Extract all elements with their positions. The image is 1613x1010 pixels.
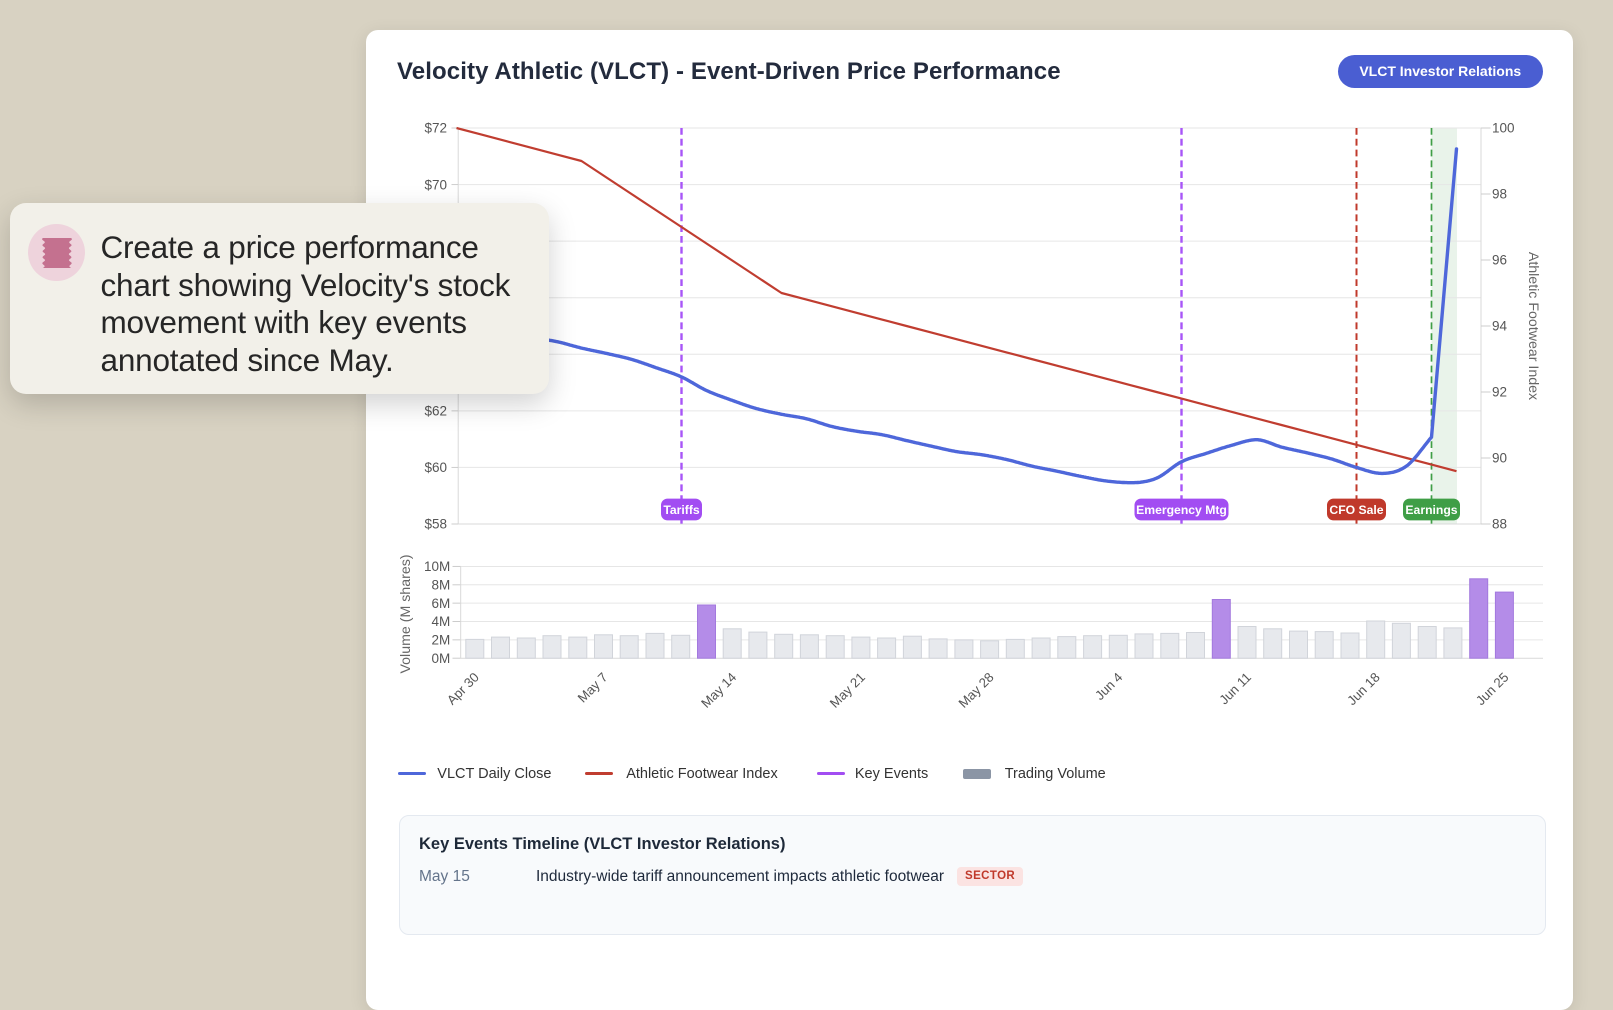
svg-text:Volume (M shares): Volume (M shares) (398, 554, 414, 673)
svg-text:10M: 10M (424, 559, 450, 574)
svg-text:$60: $60 (424, 460, 447, 475)
svg-text:Jun 25: Jun 25 (1473, 670, 1512, 709)
svg-text:92: 92 (1492, 385, 1507, 400)
svg-text:4M: 4M (432, 614, 451, 629)
svg-text:2M: 2M (432, 633, 451, 648)
svg-text:94: 94 (1492, 319, 1508, 334)
svg-text:$62: $62 (424, 404, 447, 419)
svg-text:90: 90 (1492, 451, 1507, 466)
svg-text:$70: $70 (424, 177, 447, 192)
svg-text:6M: 6M (432, 596, 451, 611)
svg-text:May 14: May 14 (698, 670, 739, 711)
svg-text:$72: $72 (424, 121, 447, 136)
svg-text:$58: $58 (424, 517, 447, 532)
svg-text:0M: 0M (432, 651, 451, 666)
svg-text:88: 88 (1492, 517, 1507, 532)
svg-text:May 28: May 28 (956, 670, 997, 711)
svg-text:100: 100 (1492, 121, 1515, 136)
svg-text:Tariffs: Tariffs (663, 503, 700, 517)
svg-text:CFO Sale: CFO Sale (1329, 503, 1383, 517)
svg-text:Jun 4: Jun 4 (1092, 670, 1125, 703)
svg-text:98: 98 (1492, 187, 1507, 202)
svg-text:Emergency Mtg: Emergency Mtg (1136, 503, 1227, 517)
svg-text:Jun 11: Jun 11 (1216, 670, 1254, 708)
svg-text:Athletic Footwear Index: Athletic Footwear Index (1525, 252, 1541, 400)
svg-text:8M: 8M (432, 578, 451, 593)
svg-text:Jun 18: Jun 18 (1344, 670, 1383, 709)
svg-text:May 21: May 21 (827, 670, 868, 711)
svg-text:Earnings: Earnings (1405, 503, 1457, 517)
svg-text:Apr 30: Apr 30 (444, 670, 482, 708)
svg-text:96: 96 (1492, 253, 1507, 268)
svg-text:May 7: May 7 (575, 670, 611, 706)
